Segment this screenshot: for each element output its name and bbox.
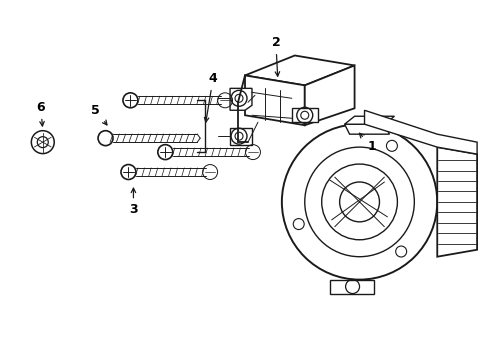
Polygon shape xyxy=(344,124,388,134)
Polygon shape xyxy=(329,280,374,293)
Polygon shape xyxy=(436,147,476,257)
Text: 5: 5 xyxy=(91,104,107,125)
Text: 2: 2 xyxy=(271,36,280,76)
Text: 6: 6 xyxy=(37,101,45,126)
Polygon shape xyxy=(304,66,354,125)
Text: 4: 4 xyxy=(204,72,217,122)
Polygon shape xyxy=(291,108,317,122)
Polygon shape xyxy=(229,88,251,110)
Polygon shape xyxy=(344,116,394,124)
Text: 3: 3 xyxy=(129,188,138,216)
Polygon shape xyxy=(244,55,354,85)
Polygon shape xyxy=(229,128,251,145)
Polygon shape xyxy=(364,110,476,154)
Text: 1: 1 xyxy=(359,133,375,153)
Polygon shape xyxy=(244,75,304,125)
